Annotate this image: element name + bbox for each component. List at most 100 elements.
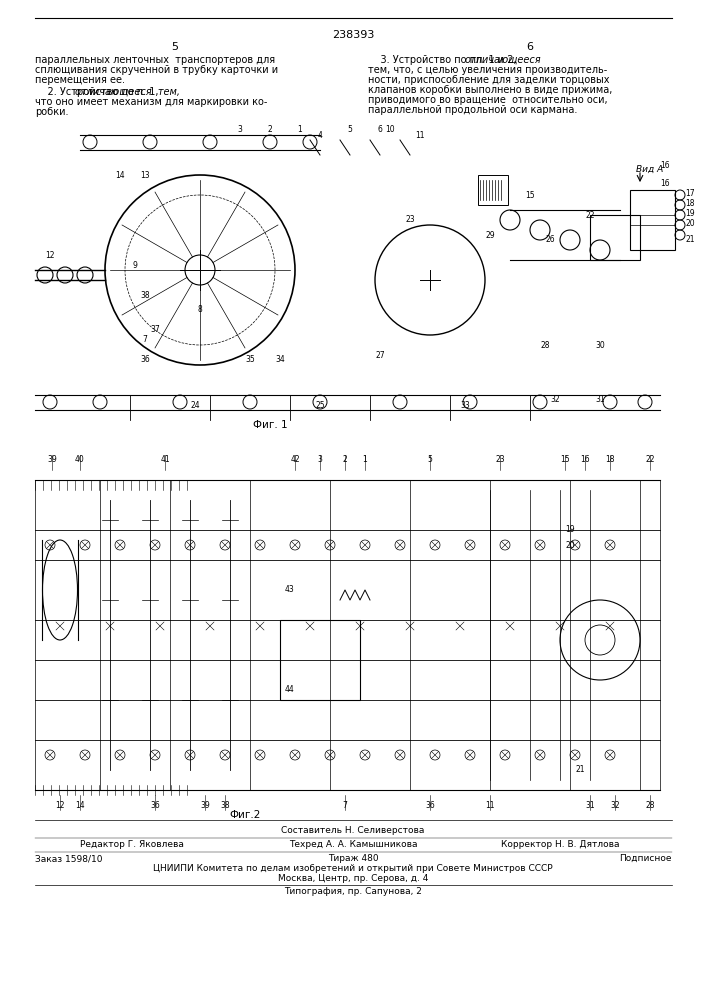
Text: Фиг. 1: Фиг. 1	[252, 420, 287, 430]
Text: 11: 11	[415, 130, 425, 139]
Text: 38: 38	[140, 290, 150, 300]
Text: 10: 10	[385, 125, 395, 134]
Text: 7: 7	[143, 336, 148, 344]
Text: 2. Устройство по п. 1,: 2. Устройство по п. 1,	[35, 87, 162, 97]
Text: Составитель Н. Селиверстова: Составитель Н. Селиверстова	[281, 826, 425, 835]
Text: 238393: 238393	[332, 30, 374, 40]
Text: Вид А: Вид А	[636, 165, 664, 174]
Text: 12: 12	[55, 801, 65, 810]
Text: Фиг.2: Фиг.2	[229, 810, 261, 820]
Bar	[590, 215, 640, 260]
Text: 39: 39	[47, 455, 57, 464]
Text: 20: 20	[565, 540, 575, 550]
Text: Заказ 1598/10: Заказ 1598/10	[35, 854, 103, 863]
Text: 32: 32	[550, 395, 560, 404]
Text: 14: 14	[75, 801, 85, 810]
Text: 12: 12	[45, 250, 54, 259]
Text: 23: 23	[495, 455, 505, 464]
Text: 1: 1	[298, 125, 303, 134]
Text: 15: 15	[525, 190, 534, 200]
Text: 44: 44	[285, 686, 295, 694]
Text: 19: 19	[565, 526, 575, 534]
Text: 2: 2	[343, 455, 347, 464]
Text: Техред А. А. Камышникова: Техред А. А. Камышникова	[288, 840, 417, 849]
Text: 1: 1	[363, 455, 368, 464]
Text: 30: 30	[595, 340, 605, 350]
Text: ности, приспособление для заделки торцовых: ности, приспособление для заделки торцов…	[368, 75, 609, 85]
Text: 29: 29	[485, 231, 495, 239]
Text: 15: 15	[560, 455, 570, 464]
Text: 8: 8	[198, 306, 202, 314]
Text: 36: 36	[140, 356, 150, 364]
Text: перемещения ее.: перемещения ее.	[35, 75, 125, 85]
Text: 22: 22	[585, 211, 595, 220]
Text: 5: 5	[172, 42, 178, 52]
Text: 40: 40	[75, 455, 85, 464]
Text: Подписное: Подписное	[619, 854, 672, 863]
Text: 22: 22	[645, 455, 655, 464]
Text: 26: 26	[545, 235, 555, 244]
Text: 16: 16	[660, 178, 670, 188]
Text: 3. Устройство по пп. 1 и 2,: 3. Устройство по пп. 1 и 2,	[368, 55, 523, 65]
Bar	[630, 190, 675, 250]
Text: 16: 16	[580, 455, 590, 464]
Text: 4: 4	[317, 130, 322, 139]
Text: 11: 11	[485, 801, 495, 810]
Text: 33: 33	[460, 400, 470, 410]
Text: тем, что, с целью увеличения производитель-: тем, что, с целью увеличения производите…	[368, 65, 607, 75]
Text: 13: 13	[140, 170, 150, 180]
Text: Типография, пр. Сапунова, 2: Типография, пр. Сапунова, 2	[284, 887, 422, 896]
Text: приводимого во вращение  относительно оси,: приводимого во вращение относительно оси…	[368, 95, 607, 105]
Text: 18: 18	[605, 455, 615, 464]
Text: 20: 20	[685, 219, 695, 228]
Text: 18: 18	[685, 198, 695, 208]
Text: 24: 24	[190, 400, 200, 410]
Text: 27: 27	[375, 351, 385, 360]
Text: 3: 3	[238, 125, 243, 134]
Text: 6: 6	[378, 125, 382, 134]
Text: 16: 16	[660, 160, 670, 169]
Text: клапанов коробки выполнено в виде прижима,: клапанов коробки выполнено в виде прижим…	[368, 85, 612, 95]
Text: робки.: робки.	[35, 107, 69, 117]
Text: 31: 31	[595, 395, 604, 404]
Text: 28: 28	[540, 340, 550, 350]
Text: сплющивания скрученной в трубку карточки и: сплющивания скрученной в трубку карточки…	[35, 65, 278, 75]
Text: 17: 17	[685, 188, 695, 198]
Text: 21: 21	[685, 235, 695, 244]
Text: 3: 3	[317, 455, 322, 464]
Text: 23: 23	[405, 216, 415, 225]
Text: отличающееся  тем,: отличающееся тем,	[75, 87, 180, 97]
Text: 38: 38	[220, 801, 230, 810]
Text: что оно имеет механизм для маркировки ко-: что оно имеет механизм для маркировки ко…	[35, 97, 267, 107]
Text: параллельной продольной оси кармана.: параллельной продольной оси кармана.	[368, 105, 578, 115]
Text: ЦНИИПИ Комитета по делам изобретений и открытий при Совете Министров СССР: ЦНИИПИ Комитета по делам изобретений и о…	[153, 864, 553, 873]
Text: 5: 5	[348, 125, 352, 134]
Text: 31: 31	[585, 801, 595, 810]
Text: 14: 14	[115, 170, 125, 180]
Text: Редактор Г. Яковлева: Редактор Г. Яковлева	[80, 840, 184, 849]
Text: отличающееся: отличающееся	[465, 55, 542, 65]
Text: 6: 6	[527, 42, 534, 52]
Text: 7: 7	[343, 801, 347, 810]
Text: 9: 9	[132, 260, 137, 269]
Text: параллельных ленточных  транспортеров для: параллельных ленточных транспортеров для	[35, 55, 275, 65]
Text: 28: 28	[645, 801, 655, 810]
Text: 34: 34	[275, 356, 285, 364]
Text: Москва, Центр, пр. Серова, д. 4: Москва, Центр, пр. Серова, д. 4	[278, 874, 428, 883]
Text: 5: 5	[428, 455, 433, 464]
Text: 37: 37	[150, 326, 160, 334]
Text: Корректор Н. В. Дятлова: Корректор Н. В. Дятлова	[501, 840, 620, 849]
Text: Тираж 480: Тираж 480	[327, 854, 378, 863]
Text: 25: 25	[315, 400, 325, 410]
Text: 36: 36	[425, 801, 435, 810]
Text: 2: 2	[268, 125, 272, 134]
Text: 41: 41	[160, 455, 170, 464]
Text: 43: 43	[285, 585, 295, 594]
Text: 21: 21	[575, 766, 585, 774]
Text: 35: 35	[245, 356, 255, 364]
Bar	[478, 175, 508, 205]
Bar	[280, 620, 360, 700]
Text: 42: 42	[290, 455, 300, 464]
Text: 32: 32	[610, 801, 620, 810]
Text: 19: 19	[685, 209, 695, 218]
